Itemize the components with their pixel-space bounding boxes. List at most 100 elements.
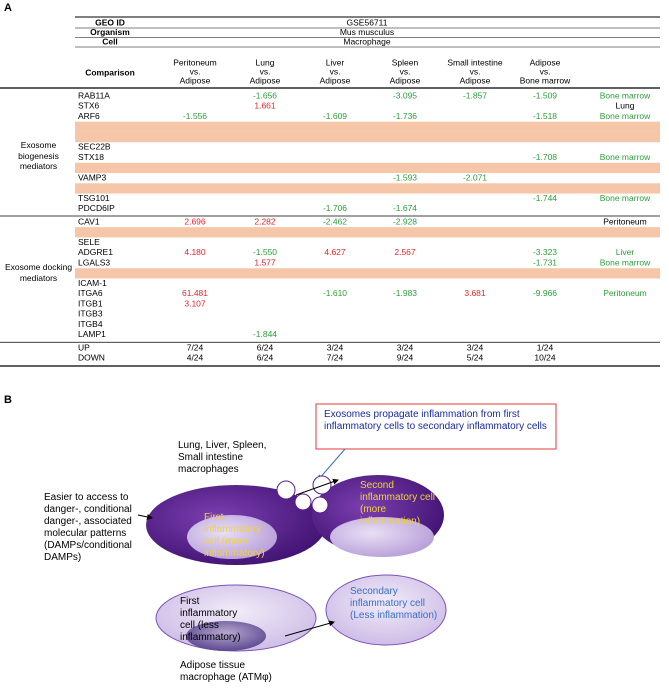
value: 2.696 <box>184 216 206 226</box>
value: -3.323 <box>533 247 557 257</box>
column-header: vs. <box>400 66 411 76</box>
label: Lung, Liver, Spleen, Small intestine mac… <box>178 440 267 475</box>
summary-value: 3/24 <box>327 342 344 352</box>
panel-label: A <box>4 2 12 14</box>
gene: LGALS3 <box>78 257 110 267</box>
header-value: Mus musculus <box>340 27 394 37</box>
value: -1.550 <box>253 247 277 257</box>
row-highlight <box>75 121 660 132</box>
gene: PDCD6IP <box>78 203 115 213</box>
value: -1.736 <box>393 111 417 121</box>
value: -1.706 <box>323 203 347 213</box>
row-highlight <box>75 183 660 194</box>
tissue: Lung <box>616 101 635 111</box>
value: -9.966 <box>533 288 557 298</box>
gene: SEC22B <box>78 142 111 152</box>
header-label: GEO ID <box>95 17 125 27</box>
value: 4.180 <box>184 247 206 257</box>
summary-value: 9/24 <box>397 353 414 363</box>
header-label: Organism <box>90 27 130 37</box>
cell-label: Second inflammatory cell (more inflammat… <box>360 480 436 527</box>
value: -2.071 <box>463 172 487 182</box>
value: -1.610 <box>323 288 347 298</box>
column-header: Lung <box>256 57 275 67</box>
summary-label: DOWN <box>78 353 105 363</box>
group-label: Exosome docking mediators <box>4 262 73 283</box>
arrow <box>284 620 335 637</box>
gene: ITGB4 <box>78 319 103 329</box>
tissue: Bone marrow <box>600 111 651 121</box>
arrow <box>295 478 339 496</box>
value: 1.661 <box>254 101 276 111</box>
summary-value: 7/24 <box>187 342 204 352</box>
header-label: Comparison <box>85 67 135 77</box>
value: -1.744 <box>533 193 557 203</box>
column-header: Peritoneum <box>173 57 216 67</box>
column-header: vs. <box>190 66 201 76</box>
cell-label: First inflammatory cell (less inflammato… <box>180 596 241 643</box>
tissue: Bone marrow <box>600 152 651 162</box>
gene: RAB11A <box>78 90 110 100</box>
column-header: vs. <box>540 66 551 76</box>
gene: ADGRE1 <box>78 247 113 257</box>
label: Adipose tissue macrophage (ATMφ) <box>180 660 272 683</box>
gene: ITGB3 <box>78 309 103 319</box>
gene: ITGA6 <box>78 288 103 298</box>
nucleus <box>186 621 266 651</box>
header-label: Cell <box>102 36 118 46</box>
value: -1.844 <box>253 329 277 339</box>
column-header: Liver <box>326 57 345 67</box>
gene: ICAM-1 <box>78 278 107 288</box>
column-header: Adipose <box>250 75 281 85</box>
gene: TSG101 <box>78 193 110 203</box>
column-header: vs. <box>470 66 481 76</box>
column-header: vs. <box>260 66 271 76</box>
column-header: Adipose <box>530 57 561 67</box>
summary-value: 7/24 <box>327 353 344 363</box>
label: Easier to access to danger-, conditional… <box>44 492 132 563</box>
column-header: vs. <box>330 66 341 76</box>
gene: LAMP1 <box>78 329 106 339</box>
group-label: Exosome biogenesis mediators <box>18 140 59 171</box>
header-value: GSE56711 <box>347 17 388 27</box>
summary-value: 5/24 <box>467 353 484 363</box>
value: 4.627 <box>324 247 346 257</box>
nucleus <box>187 515 277 559</box>
column-header: Bone marrow <box>520 75 571 85</box>
value: 1.577 <box>254 257 276 267</box>
value: -2.462 <box>323 216 347 226</box>
exosome <box>312 475 332 495</box>
summary-value: 1/24 <box>537 342 554 352</box>
summary-value: 10/24 <box>534 353 556 363</box>
exosome <box>294 493 312 511</box>
column-header: Adipose <box>320 75 351 85</box>
column-header: Adipose <box>460 75 491 85</box>
value: 2.282 <box>254 216 276 226</box>
nucleus <box>330 517 434 557</box>
value: 3.681 <box>464 288 486 298</box>
panel-label: B <box>4 394 12 406</box>
header-value: Macrophage <box>343 36 391 46</box>
tissue: Liver <box>616 247 635 257</box>
gene: CAV1 <box>78 216 100 226</box>
value: 3.107 <box>184 298 206 308</box>
note-box <box>315 403 557 450</box>
summary-value: 3/24 <box>397 342 414 352</box>
value: -1.593 <box>393 172 417 182</box>
value: -1.518 <box>533 111 557 121</box>
tissue: Bone marrow <box>600 257 651 267</box>
column-header: Adipose <box>390 75 421 85</box>
value: 2.567 <box>394 247 416 257</box>
cell-label: First inflammatory cell (more inflammato… <box>204 512 265 559</box>
summary-value: 3/24 <box>467 342 484 352</box>
value: -2.928 <box>393 216 417 226</box>
value: -1.983 <box>393 288 417 298</box>
tissue: Bone marrow <box>600 90 651 100</box>
gene: STX6 <box>78 101 100 111</box>
value: -1.556 <box>183 111 207 121</box>
tissue: Peritoneum <box>603 288 646 298</box>
exosome <box>276 480 296 500</box>
tissue: Bone marrow <box>600 193 651 203</box>
